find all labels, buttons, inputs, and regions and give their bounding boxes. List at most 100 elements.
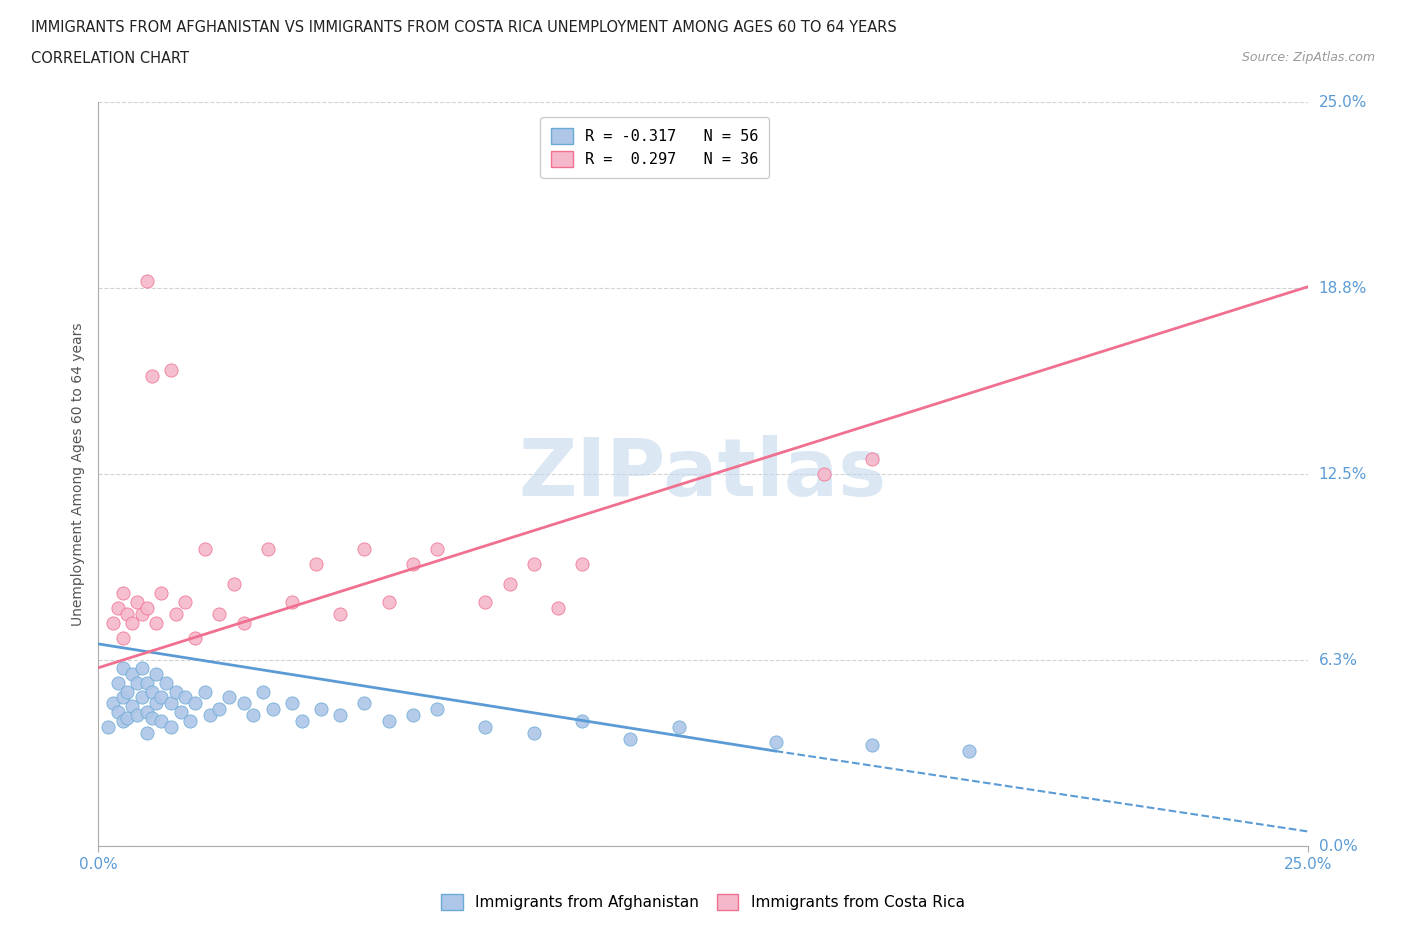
- Point: [165, 606, 187, 621]
- Point: [160, 720, 183, 735]
- Point: [117, 684, 139, 699]
- Point: [101, 696, 124, 711]
- Point: [150, 586, 173, 601]
- Point: [668, 720, 690, 735]
- Point: [131, 606, 153, 621]
- Point: [222, 577, 245, 591]
- Point: [141, 711, 163, 725]
- Point: [135, 725, 157, 740]
- Point: [377, 714, 399, 729]
- Point: [111, 631, 134, 645]
- Point: [353, 541, 375, 556]
- Point: [329, 606, 352, 621]
- Point: [107, 601, 129, 616]
- Point: [198, 708, 221, 723]
- Point: [121, 616, 143, 631]
- Point: [194, 541, 217, 556]
- Point: [117, 606, 139, 621]
- Point: [232, 696, 254, 711]
- Text: IMMIGRANTS FROM AFGHANISTAN VS IMMIGRANTS FROM COSTA RICA UNEMPLOYMENT AMONG AGE: IMMIGRANTS FROM AFGHANISTAN VS IMMIGRANT…: [31, 20, 897, 35]
- Text: 18.8%: 18.8%: [1319, 281, 1367, 296]
- Point: [377, 595, 399, 610]
- Point: [184, 631, 207, 645]
- Point: [174, 595, 197, 610]
- Point: [281, 595, 304, 610]
- Point: [160, 363, 183, 378]
- Text: 0.0%: 0.0%: [1319, 839, 1357, 854]
- Point: [402, 708, 425, 723]
- Point: [179, 714, 201, 729]
- Point: [232, 616, 254, 631]
- Point: [402, 556, 425, 571]
- Point: [101, 616, 124, 631]
- Legend: R = -0.317   N = 56, R =  0.297   N = 36: R = -0.317 N = 56, R = 0.297 N = 36: [540, 117, 769, 178]
- Point: [218, 690, 240, 705]
- Point: [256, 541, 278, 556]
- Text: 25.0%: 25.0%: [1319, 95, 1367, 110]
- Text: CORRELATION CHART: CORRELATION CHART: [31, 51, 188, 66]
- Point: [121, 666, 143, 681]
- Point: [426, 541, 449, 556]
- Point: [111, 660, 134, 675]
- Point: [131, 690, 153, 705]
- Point: [252, 684, 274, 699]
- Point: [523, 556, 546, 571]
- Text: Source: ZipAtlas.com: Source: ZipAtlas.com: [1241, 51, 1375, 64]
- Point: [145, 666, 167, 681]
- Text: ZIPatlas: ZIPatlas: [519, 435, 887, 513]
- Point: [145, 696, 167, 711]
- Point: [127, 675, 149, 690]
- Point: [165, 684, 187, 699]
- Point: [860, 737, 883, 752]
- Point: [131, 660, 153, 675]
- Point: [523, 725, 546, 740]
- Point: [135, 675, 157, 690]
- Point: [860, 452, 883, 467]
- Point: [571, 556, 593, 571]
- Point: [121, 699, 143, 714]
- Point: [150, 690, 173, 705]
- Point: [353, 696, 375, 711]
- Point: [155, 675, 177, 690]
- Point: [474, 720, 496, 735]
- Y-axis label: Unemployment Among Ages 60 to 64 years: Unemployment Among Ages 60 to 64 years: [72, 323, 86, 626]
- Point: [141, 684, 163, 699]
- Point: [208, 702, 231, 717]
- Text: 6.3%: 6.3%: [1319, 653, 1358, 668]
- Point: [957, 744, 980, 759]
- Legend: Immigrants from Afghanistan, Immigrants from Costa Rica: Immigrants from Afghanistan, Immigrants …: [433, 886, 973, 918]
- Point: [309, 702, 332, 717]
- Point: [127, 708, 149, 723]
- Point: [290, 714, 312, 729]
- Point: [107, 675, 129, 690]
- Point: [242, 708, 264, 723]
- Point: [329, 708, 352, 723]
- Point: [813, 467, 835, 482]
- Point: [174, 690, 197, 705]
- Point: [474, 595, 496, 610]
- Point: [281, 696, 304, 711]
- Point: [150, 714, 173, 729]
- Point: [145, 616, 167, 631]
- Point: [135, 601, 157, 616]
- Point: [571, 714, 593, 729]
- Point: [765, 735, 787, 750]
- Text: 12.5%: 12.5%: [1319, 467, 1367, 482]
- Point: [111, 714, 134, 729]
- Point: [127, 595, 149, 610]
- Point: [111, 586, 134, 601]
- Point: [160, 696, 183, 711]
- Point: [135, 705, 157, 720]
- Point: [135, 273, 157, 288]
- Point: [208, 606, 231, 621]
- Point: [426, 702, 449, 717]
- Point: [111, 690, 134, 705]
- Point: [117, 711, 139, 725]
- Point: [169, 705, 191, 720]
- Point: [97, 720, 120, 735]
- Point: [305, 556, 328, 571]
- Point: [194, 684, 217, 699]
- Point: [184, 696, 207, 711]
- Point: [619, 732, 641, 747]
- Point: [141, 368, 163, 383]
